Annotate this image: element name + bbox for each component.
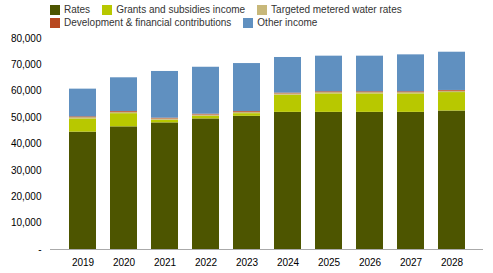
svg-text:2027: 2027 (400, 257, 423, 268)
html-text:Grants and subsidies income: Grants and subsidies income (116, 4, 246, 15)
svg-text:2021: 2021 (154, 257, 177, 268)
svg-text:2026: 2026 (359, 257, 382, 268)
svg-text:40,000: 40,000 (11, 138, 42, 149)
svg-text:2023: 2023 (236, 257, 259, 268)
svg-text:70,000: 70,000 (11, 59, 42, 70)
svg-text:2019: 2019 (72, 257, 95, 268)
html-text:Targeted metered water rates: Targeted metered water rates (271, 4, 402, 15)
svg-text:2022: 2022 (195, 257, 218, 268)
svg-text:-: - (38, 244, 41, 255)
svg-text:50,000: 50,000 (11, 112, 42, 123)
svg-text:2025: 2025 (318, 257, 341, 268)
svg-text:10,000: 10,000 (11, 217, 42, 228)
svg-text:60,000: 60,000 (11, 85, 42, 96)
svg-text:80,000: 80,000 (11, 33, 42, 44)
html-text:Other income: Other income (257, 17, 318, 28)
html-text:Development & financial contri: Development & financial contributions (64, 17, 232, 28)
html-text:Rates: Rates (64, 4, 91, 15)
svg-text:2024: 2024 (277, 257, 300, 268)
svg-text:2028: 2028 (441, 257, 464, 268)
svg-text:30,000: 30,000 (11, 165, 42, 176)
svg-text:20,000: 20,000 (11, 191, 42, 202)
svg-text:2020: 2020 (113, 257, 136, 268)
